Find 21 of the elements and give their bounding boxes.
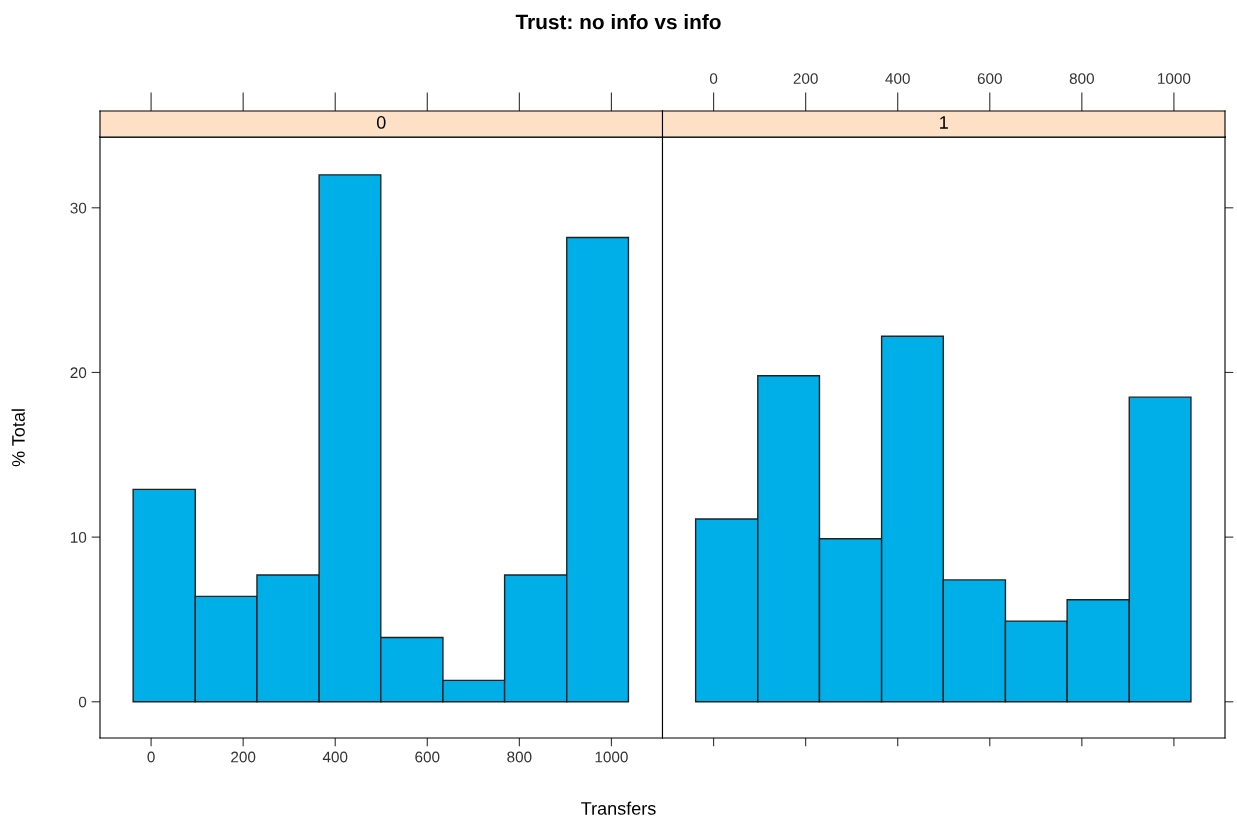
- chart-title: Trust: no info vs info: [515, 14, 721, 30]
- x-tick-label: 400: [885, 73, 910, 84]
- x-tick-label: 600: [977, 73, 1002, 84]
- x-tick-label: 800: [1069, 73, 1094, 84]
- x-tick-label: 0: [709, 73, 718, 84]
- chart-subtitle: 1: [940, 116, 948, 129]
- y-axis-title: % Total: [11, 409, 25, 467]
- y-tick-label: 20: [70, 367, 87, 379]
- x-axis-title: Transfers: [581, 801, 656, 815]
- x-tick-label: 200: [231, 751, 256, 763]
- x-tick-label: 600: [415, 751, 440, 763]
- chart-subtitle: 0: [376, 116, 386, 129]
- x-tick-label: 400: [322, 751, 348, 763]
- y-tick-label: 10: [70, 531, 87, 543]
- x-tick-label: 1000: [595, 751, 628, 763]
- y-tick-label: 0: [78, 696, 87, 708]
- x-tick-label: 0: [147, 751, 155, 763]
- x-tick-label: 200: [793, 73, 818, 84]
- y-tick-label: 30: [70, 202, 87, 214]
- x-tick-label: 800: [507, 751, 532, 763]
- x-tick-label: 1000: [1158, 73, 1191, 84]
